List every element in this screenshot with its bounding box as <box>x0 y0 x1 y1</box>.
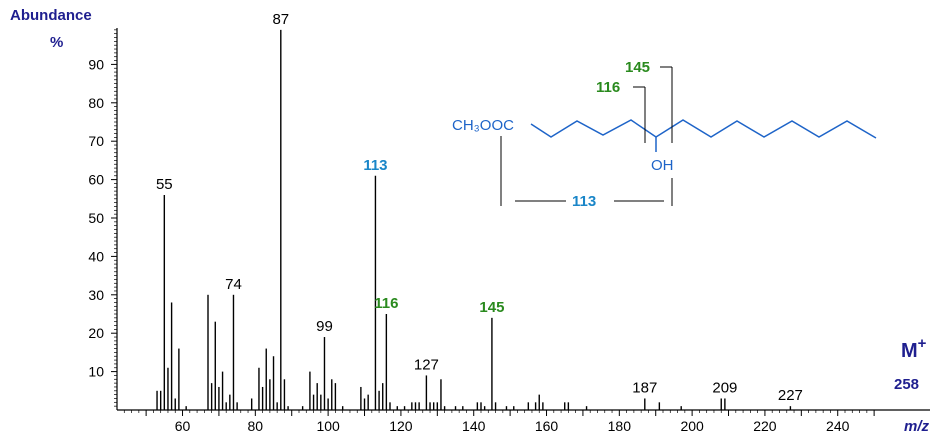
fragment-113-label: 113 <box>572 193 596 210</box>
x-tick-label: 160 <box>535 418 559 434</box>
x-tick-label: 120 <box>389 418 413 434</box>
molecular-ion-label: M+ <box>901 335 927 362</box>
y-axis-label-line1: Abundance <box>10 7 92 24</box>
molecular-ion-charge: + <box>918 335 927 352</box>
fragment-116-bracket <box>633 86 646 143</box>
x-tick-label: 220 <box>753 418 777 434</box>
peak-label: 127 <box>414 356 439 373</box>
y-axis-label-line2: % <box>50 34 63 51</box>
x-axis-minor-ticks <box>123 410 868 413</box>
carbon-chain <box>530 119 877 139</box>
x-tick-label: 100 <box>316 418 340 434</box>
fragment-113-bracket <box>500 136 673 206</box>
peak-label: 55 <box>156 176 173 193</box>
y-axis: 10 20 30 40 50 60 70 80 90 <box>88 28 118 410</box>
x-tick-label: 180 <box>608 418 632 434</box>
peak-label: 227 <box>778 387 803 404</box>
x-tick-label: 240 <box>826 418 850 434</box>
peak-label: 99 <box>316 318 333 335</box>
x-tick-label: 60 <box>175 418 191 434</box>
y-tick-label: 10 <box>88 364 104 380</box>
hydroxyl-label: OH <box>651 157 674 174</box>
y-tick-label: 40 <box>88 248 104 264</box>
peak-label: 116 <box>374 295 398 312</box>
x-axis: 60 80 100 120 140 160 180 200 220 240 <box>117 409 930 434</box>
spectrum-peaks <box>156 29 792 410</box>
peak-label: 87 <box>272 11 289 28</box>
peak-label: 74 <box>225 276 242 293</box>
x-tick-label: 200 <box>680 418 704 434</box>
peak-label: 209 <box>712 379 737 396</box>
y-axis-minor-ticks <box>114 29 117 407</box>
peak-labels: 55 74 87 99 113 116 127 145 187 209 227 <box>156 11 803 404</box>
fragment-145-label: 145 <box>625 59 650 76</box>
y-tick-label: 90 <box>88 56 104 72</box>
y-tick-label: 50 <box>88 210 104 226</box>
y-axis-major-ticks: 10 20 30 40 50 60 70 80 90 <box>88 56 117 380</box>
y-tick-label: 70 <box>88 133 104 149</box>
peak-label: 113 <box>363 157 387 174</box>
x-tick-label: 80 <box>248 418 264 434</box>
y-tick-label: 20 <box>88 325 104 341</box>
fragment-116-label: 116 <box>596 79 620 96</box>
x-axis-major-ticks: 60 80 100 120 140 160 180 200 220 240 <box>145 410 875 434</box>
fragment-145-bracket <box>660 66 673 143</box>
molecular-ion-symbol: M <box>901 340 918 362</box>
molecular-ion: M+ 258 <box>894 335 927 393</box>
y-tick-label: 30 <box>88 287 104 303</box>
y-tick-label: 80 <box>88 95 104 111</box>
molecule-structure: CH₃OOC OH 113 116 145 <box>452 59 877 210</box>
x-axis-label: m/z <box>904 418 930 435</box>
molecular-ion-value: 258 <box>894 376 919 393</box>
y-tick-label: 60 <box>88 172 104 188</box>
peak-label: 145 <box>479 299 504 316</box>
x-tick-label: 140 <box>462 418 486 434</box>
peak-label: 187 <box>632 379 657 396</box>
ester-group-label: CH₃OOC <box>452 117 514 134</box>
